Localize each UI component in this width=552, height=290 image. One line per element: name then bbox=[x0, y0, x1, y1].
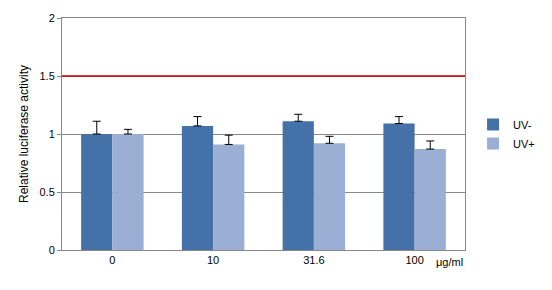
svg-text:Relative luciferase activity: Relative luciferase activity bbox=[17, 65, 31, 203]
svg-text:100: 100 bbox=[405, 254, 423, 266]
svg-text:31.6: 31.6 bbox=[303, 254, 324, 266]
svg-text:10: 10 bbox=[207, 254, 219, 266]
svg-text:UV-: UV- bbox=[513, 119, 532, 131]
svg-text:0.5: 0.5 bbox=[40, 186, 55, 198]
svg-text:μg/ml: μg/ml bbox=[436, 256, 463, 268]
svg-text:2: 2 bbox=[49, 12, 55, 24]
svg-text:1: 1 bbox=[49, 128, 55, 140]
svg-text:1.5: 1.5 bbox=[40, 70, 55, 82]
svg-text:UV+: UV+ bbox=[513, 138, 535, 150]
svg-text:0: 0 bbox=[49, 244, 55, 256]
svg-text:0: 0 bbox=[109, 254, 115, 266]
